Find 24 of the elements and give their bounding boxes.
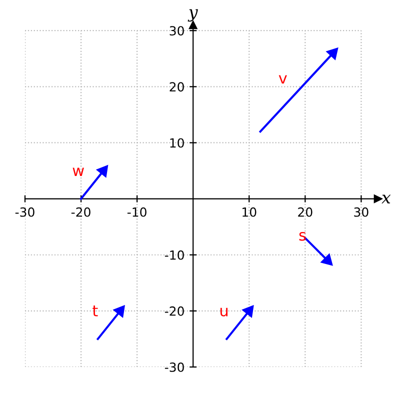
series-label: w: [72, 168, 84, 176]
x-tick-label: -30: [15, 207, 34, 217]
x-axis-title: x: [382, 194, 391, 204]
point: [96, 165, 108, 178]
point: [326, 48, 338, 60]
x-tick-label: -10: [127, 207, 146, 217]
y-tick-label: 30: [170, 26, 184, 36]
series-label: t: [92, 305, 98, 316]
y-tick-label: -10: [164, 250, 184, 260]
y-axis-title: y: [188, 9, 198, 22]
series-label: v: [278, 75, 287, 84]
point: [113, 305, 125, 318]
x-tick-label: -20: [71, 207, 90, 217]
point: [242, 305, 254, 318]
y-tick-label: 20: [170, 82, 184, 92]
x-tick-label: 10: [242, 207, 256, 217]
x-tick-label: 30: [354, 207, 368, 217]
y-tick-label: -20: [164, 306, 184, 316]
y-tick-label: -30: [164, 362, 184, 372]
x-tick-label: 20: [298, 207, 312, 217]
y-tick-label: 10: [170, 138, 184, 148]
point: [320, 254, 333, 266]
series-label: s: [299, 232, 306, 241]
series-label: u: [220, 308, 228, 316]
